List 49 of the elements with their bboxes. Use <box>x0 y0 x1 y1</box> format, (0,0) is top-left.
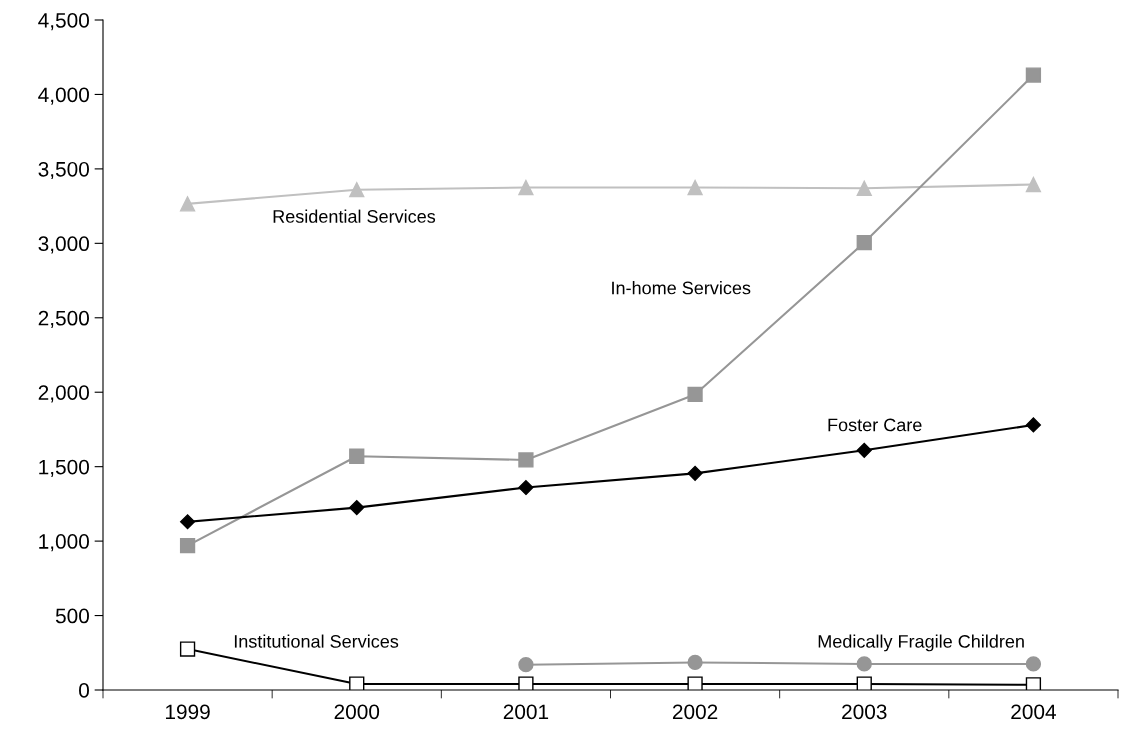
point <box>349 500 365 516</box>
point <box>1025 417 1041 433</box>
point <box>518 452 534 468</box>
x-tick-label: 2003 <box>842 704 887 720</box>
point <box>518 179 534 196</box>
point <box>856 676 872 690</box>
point <box>687 386 703 403</box>
x-tick-label: 2004 <box>1011 704 1056 720</box>
point <box>349 676 365 690</box>
point <box>856 180 872 196</box>
point <box>179 196 196 212</box>
y-tick-label: 4,000 <box>38 87 89 105</box>
series-label: Institutional Services <box>234 634 399 648</box>
y-tick-label: 0 <box>79 683 89 698</box>
point <box>349 182 365 198</box>
point <box>1025 176 1042 193</box>
point <box>180 514 196 530</box>
point <box>349 448 365 464</box>
text: In-home Services <box>612 281 751 295</box>
point <box>687 654 703 671</box>
y-tick-label: 3,000 <box>38 236 89 254</box>
point <box>687 179 703 196</box>
y-tick-label: 2,000 <box>38 385 89 403</box>
point <box>1025 67 1042 83</box>
point <box>179 537 196 554</box>
y-tick-label: 1,500 <box>39 459 89 477</box>
point <box>518 657 534 673</box>
x-tick-label: 2002 <box>672 704 718 720</box>
point <box>687 676 703 690</box>
x-tick-label: 2001 <box>503 704 549 720</box>
point <box>687 465 703 481</box>
point <box>856 234 872 251</box>
y-tick-label: 2,500 <box>38 310 89 328</box>
series-label: Medically Fragile Children <box>818 634 1024 652</box>
point <box>856 656 872 672</box>
point <box>518 479 534 496</box>
series-label: Residential Services <box>273 209 436 223</box>
y-tick-label: 3,500 <box>38 161 89 180</box>
y-tick-label: 500 <box>55 608 89 624</box>
point <box>1025 677 1042 690</box>
x-tick-label: 1999 <box>166 704 210 720</box>
point <box>518 676 534 690</box>
point <box>856 442 872 458</box>
y-tick-label: 1,000 <box>39 534 89 552</box>
x-tick-label: 2000 <box>334 704 380 720</box>
series-label: Foster Care <box>828 418 922 432</box>
point <box>179 641 196 657</box>
y-tick-label: 4,500 <box>38 13 89 31</box>
point <box>1025 656 1042 672</box>
